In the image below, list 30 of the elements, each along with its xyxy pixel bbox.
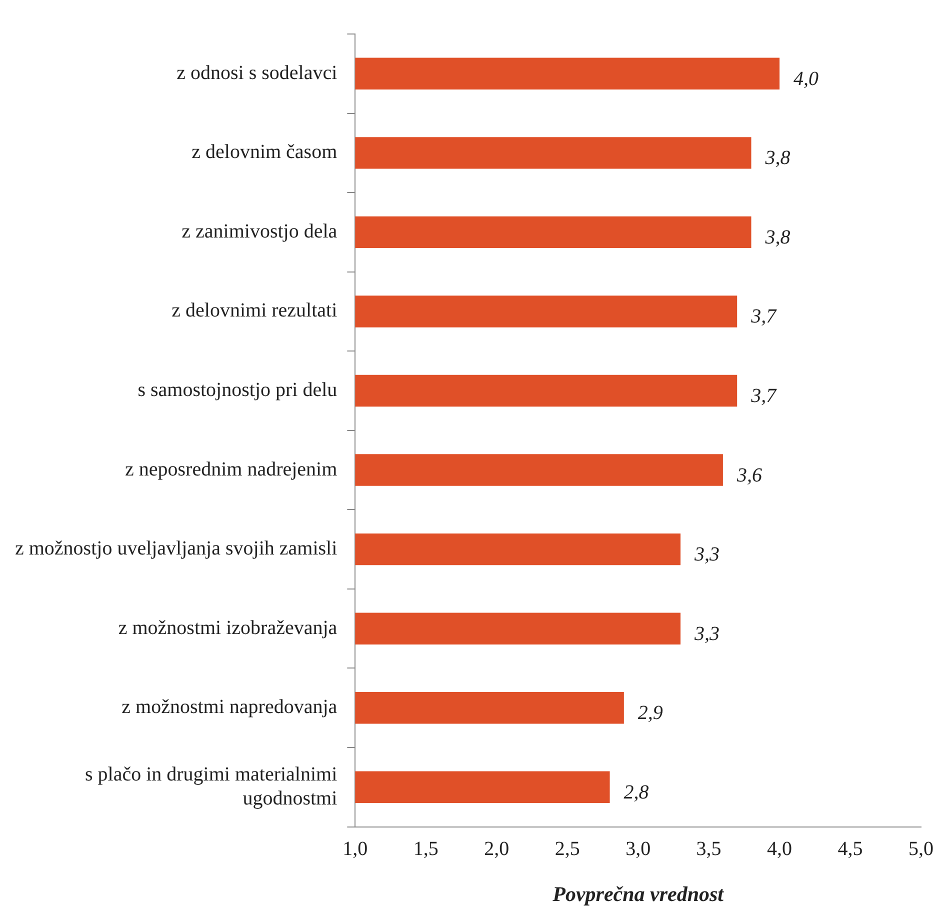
y-tick-label: z delovnim časom bbox=[192, 141, 338, 164]
y-tick-label: z možnostmi napredovanja bbox=[122, 696, 338, 718]
y-tick-label: z odnosi s sodelavci bbox=[176, 62, 338, 84]
x-tick-label: 3,0 bbox=[626, 838, 651, 860]
data-label: 3,6 bbox=[736, 464, 762, 486]
x-tick-label: 4,0 bbox=[767, 838, 792, 860]
x-tick-label: 1,0 bbox=[342, 838, 368, 860]
x-tick-label: 2,0 bbox=[484, 838, 510, 860]
y-tick-label: z neposrednim nadrejenim bbox=[125, 458, 338, 480]
data-label: 3,3 bbox=[694, 622, 720, 645]
data-label: 3,7 bbox=[750, 385, 778, 408]
data-label: 2,8 bbox=[624, 781, 649, 804]
x-tick-label: 5,0 bbox=[908, 838, 934, 860]
x-tick-label: 3,5 bbox=[696, 838, 722, 860]
data-label: 4,0 bbox=[794, 68, 819, 90]
x-axis-title: Povprečna vrednost bbox=[552, 882, 725, 906]
data-label: 2,9 bbox=[638, 702, 663, 724]
y-tick-label: z možnostmi izobraževanja bbox=[118, 616, 338, 639]
y-tick-label: z delovnimi rezultati bbox=[172, 300, 338, 322]
y-tick-label: z zanimivostjo dela bbox=[182, 220, 338, 242]
data-label: 3,3 bbox=[694, 544, 720, 566]
y-tick-label: s plačo in drugimi materialnimi ugodnostmi bbox=[84, 763, 338, 810]
data-label: 3,8 bbox=[764, 226, 790, 248]
x-tick-label: 4,5 bbox=[838, 838, 863, 860]
y-tick-label: s samostojnostjo pri delu bbox=[138, 379, 338, 402]
y-tick-label: z možnostjo uveljavljanja svojih zamisli bbox=[14, 538, 338, 560]
x-tick-label: 2,5 bbox=[554, 838, 580, 860]
x-tick-label: 1,5 bbox=[413, 838, 438, 860]
data-label: 3,7 bbox=[750, 306, 778, 328]
data-label: 3,8 bbox=[764, 147, 790, 170]
